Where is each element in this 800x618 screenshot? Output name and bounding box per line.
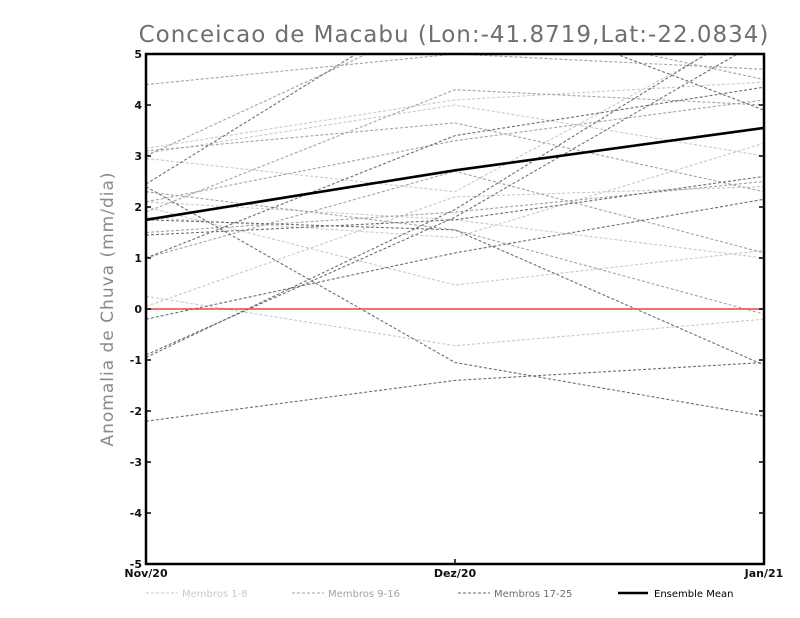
member-line-25 bbox=[146, 219, 764, 366]
legend-label: Ensemble Mean bbox=[654, 589, 733, 600]
ensemble-mean-layer bbox=[146, 126, 764, 222]
member-line-17 bbox=[146, 361, 764, 422]
y-tick-label: 5 bbox=[134, 48, 142, 61]
member-line-16 bbox=[146, 54, 764, 157]
member-line-7 bbox=[146, 186, 764, 307]
y-tick-label: -5 bbox=[130, 558, 142, 571]
member-line-15 bbox=[146, 170, 764, 259]
x-axis-ticks: Nov/20 Dez/20 Jan/21 bbox=[124, 559, 783, 580]
y-tick-label: 2 bbox=[134, 201, 142, 214]
member-line-3 bbox=[146, 104, 764, 157]
member-line-6 bbox=[146, 81, 764, 149]
legend-label: Membros 17-25 bbox=[494, 589, 572, 600]
x-tick-label: Nov/20 bbox=[124, 567, 168, 580]
member-line-21 bbox=[146, 175, 764, 236]
member-line-1 bbox=[146, 295, 764, 347]
legend-label: Membros 1-8 bbox=[182, 589, 248, 600]
member-line-5 bbox=[146, 54, 709, 193]
x-tick-label: Jan/21 bbox=[744, 567, 784, 580]
member-line-8 bbox=[146, 201, 764, 259]
y-tick-label: 4 bbox=[134, 99, 142, 112]
member-line-13 bbox=[146, 122, 764, 193]
y-axis-ticks: 5 4 3 2 1 0 -1 -2 -3 -4 -5 bbox=[130, 48, 764, 571]
member-line-12 bbox=[146, 191, 764, 315]
member-line-11 bbox=[146, 180, 764, 234]
member-line-19 bbox=[146, 198, 764, 320]
legend: Membros 1-8 Membros 9-16 Membros 17-25 Ense… bbox=[146, 589, 733, 600]
chart-title: Conceicao de Macabu (Lon:-41.8719,Lat:-2… bbox=[139, 22, 770, 48]
member-line-2 bbox=[146, 206, 764, 286]
y-tick-label: 1 bbox=[134, 252, 142, 265]
y-axis-label: Anomalia de Chuva (mm/dia) bbox=[98, 171, 118, 446]
y-tick-label: 0 bbox=[134, 303, 142, 316]
member-line-9 bbox=[146, 54, 764, 86]
member-line-10 bbox=[146, 89, 764, 213]
series-layer bbox=[146, 54, 764, 422]
member-line-22 bbox=[146, 86, 764, 259]
member-line-4 bbox=[146, 142, 764, 239]
member-line-24 bbox=[146, 54, 764, 185]
legend-label: Membros 9-16 bbox=[328, 589, 400, 600]
y-tick-label: -3 bbox=[130, 456, 142, 469]
y-tick-label: -1 bbox=[130, 354, 142, 367]
member-line-20 bbox=[146, 186, 764, 417]
x-tick-label: Dez/20 bbox=[434, 567, 477, 580]
member-line-23 bbox=[146, 54, 708, 358]
ensemble-mean-line bbox=[146, 126, 764, 222]
y-tick-label: -2 bbox=[130, 405, 142, 418]
y-tick-label: -4 bbox=[130, 507, 143, 520]
y-tick-label: 3 bbox=[134, 150, 142, 163]
member-line-14 bbox=[146, 99, 764, 203]
